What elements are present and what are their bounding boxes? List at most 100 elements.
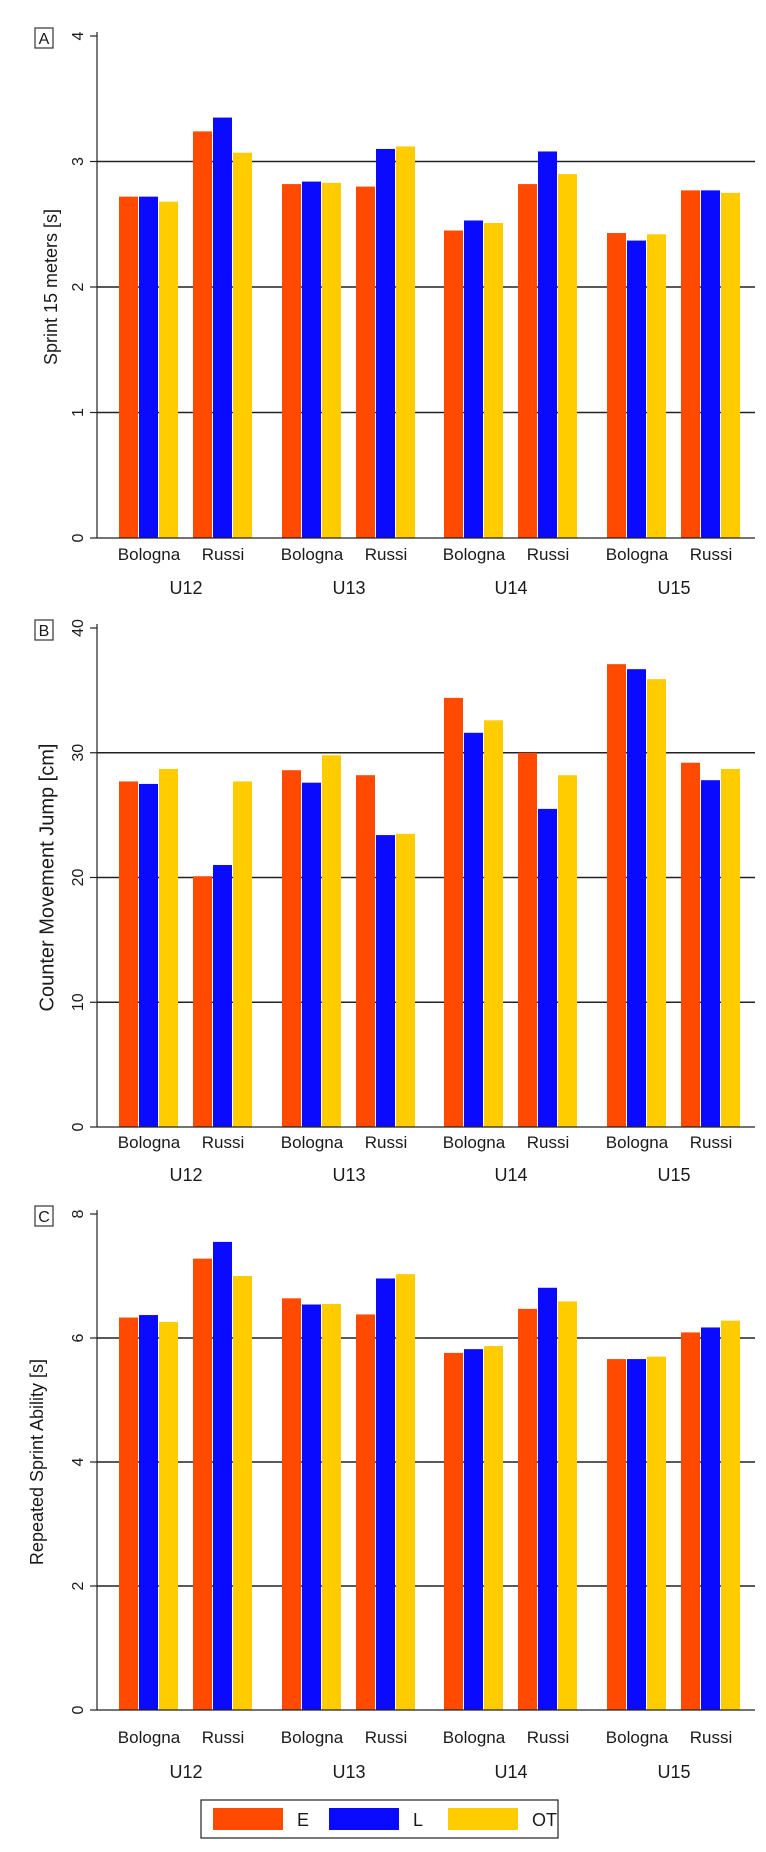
legend-swatch-l — [329, 1808, 399, 1830]
bar-u15-bologna-ot — [647, 1356, 666, 1710]
legend: E L OT — [200, 1799, 559, 1839]
x-group-label: U15 — [657, 1762, 690, 1782]
bar-u12-russi-ot — [233, 152, 252, 538]
bar-u13-bologna-l — [302, 1304, 321, 1710]
bar-u14-bologna-l — [464, 1349, 483, 1710]
x-subcategory-label: Russi — [202, 1728, 245, 1747]
x-subcategory-label: Bologna — [443, 1133, 506, 1152]
bar-u12-russi-l — [213, 865, 232, 1127]
bar-u12-bologna-e — [119, 781, 138, 1127]
bar-u12-russi-l — [213, 1241, 232, 1710]
legend-swatch-ot — [448, 1808, 518, 1830]
bar-u13-russi-e — [356, 186, 375, 538]
bar-u15-bologna-l — [627, 240, 646, 538]
x-subcategory-label: Russi — [365, 1728, 408, 1747]
bar-u15-bologna-e — [607, 664, 626, 1127]
bar-u12-russi-e — [193, 876, 212, 1127]
x-group-label: U13 — [332, 1165, 365, 1185]
bar-u14-russi-e — [518, 1308, 537, 1710]
bar-u12-bologna-l — [139, 783, 158, 1127]
bar-u12-russi-l — [213, 117, 232, 538]
bar-u15-russi-ot — [721, 768, 740, 1127]
y-tick-label: 30 — [70, 744, 87, 762]
y-tick-label: 2 — [70, 282, 87, 291]
panel-label-frame — [34, 27, 54, 49]
bar-u14-bologna-ot — [484, 720, 503, 1127]
bar-u13-bologna-e — [282, 770, 301, 1127]
bar-u13-russi-l — [376, 835, 395, 1127]
bar-u12-bologna-l — [139, 1315, 158, 1710]
bar-u13-russi-ot — [396, 833, 415, 1127]
x-group-label: U15 — [657, 1165, 690, 1185]
bar-u15-bologna-ot — [647, 679, 666, 1127]
x-group-label: U12 — [169, 1165, 202, 1185]
panel-C: 0 2 4 6 8 Repeated Sprint Ability [s] Bologna R… — [27, 1205, 755, 1782]
legend-swatch-e — [213, 1808, 283, 1830]
axes: 0 1 2 3 4 — [70, 31, 755, 542]
y-tick-label: 6 — [70, 1333, 87, 1342]
x-subcategory-label: Bologna — [118, 1133, 181, 1152]
x-subcategory-label: Bologna — [281, 1133, 344, 1152]
bar-u14-bologna-l — [464, 220, 483, 539]
bar-u15-bologna-l — [627, 1359, 646, 1710]
x-subcategory-label: Bologna — [281, 545, 344, 564]
bar-u14-russi-ot — [558, 775, 577, 1127]
bar-u12-russi-e — [193, 1258, 212, 1710]
bar-u13-bologna-l — [302, 181, 321, 538]
x-subcategory-label: Russi — [690, 1133, 733, 1152]
bar-u15-russi-ot — [721, 1320, 740, 1710]
bar-u14-russi-l — [538, 151, 557, 538]
y-tick-label: 4 — [70, 1457, 87, 1466]
bar-u12-russi-ot — [233, 781, 252, 1127]
y-tick-label: 8 — [70, 1209, 87, 1218]
panel-label: A — [34, 27, 54, 49]
x-group-label: U14 — [494, 1762, 527, 1782]
x-subcategory-label: Russi — [365, 545, 408, 564]
x-subcategory-label: Russi — [202, 545, 245, 564]
x-subcategory-label: Bologna — [606, 1728, 669, 1747]
bar-u13-bologna-ot — [322, 755, 341, 1127]
bar-u12-bologna-l — [139, 196, 158, 538]
bar-u15-russi-l — [701, 1327, 720, 1710]
bar-u12-russi-e — [193, 131, 212, 538]
bar-u13-bologna-e — [282, 184, 301, 538]
panel-B: 0 10 20 30 40 Counter Movement Jump [cm] Bolog… — [34, 619, 755, 1185]
y-tick-label: 0 — [70, 533, 87, 542]
bar-u13-bologna-l — [302, 782, 321, 1127]
bar-u14-bologna-ot — [484, 222, 503, 538]
bar-u14-bologna-e — [444, 697, 463, 1127]
x-subcategory-label: Bologna — [118, 545, 181, 564]
bar-u13-russi-e — [356, 1314, 375, 1710]
y-tick-label: 20 — [70, 869, 87, 887]
y-tick-label: 1 — [70, 408, 87, 417]
x-subcategory-label: Russi — [202, 1133, 245, 1152]
axes: 0 10 20 30 40 — [70, 619, 755, 1131]
panel-label-frame — [34, 1205, 54, 1227]
bar-u13-bologna-ot — [322, 1303, 341, 1710]
y-tick-label: 10 — [70, 993, 87, 1011]
legend-label-ot: OT — [532, 1810, 557, 1830]
bar-u12-bologna-ot — [159, 768, 178, 1127]
panel-label: C — [34, 1205, 54, 1227]
bar-u14-bologna-e — [444, 1352, 463, 1710]
legend-label-l: L — [413, 1810, 423, 1830]
legend-label-e: E — [297, 1810, 309, 1830]
bar-u13-russi-e — [356, 775, 375, 1127]
x-group-label: U12 — [169, 578, 202, 598]
x-subcategory-label: Russi — [527, 545, 570, 564]
bar-u13-russi-l — [376, 1278, 395, 1710]
y-tick-label: 0 — [70, 1122, 87, 1131]
x-subcategory-label: Russi — [690, 1728, 733, 1747]
bar-u15-russi-ot — [721, 192, 740, 538]
x-group-label: U14 — [494, 1165, 527, 1185]
bar-u13-russi-l — [376, 148, 395, 538]
bar-u13-russi-ot — [396, 1274, 415, 1710]
x-subcategory-label: Bologna — [281, 1728, 344, 1747]
bar-u14-bologna-ot — [484, 1346, 503, 1710]
bar-u14-russi-l — [538, 1287, 557, 1710]
panel-letter: A — [39, 31, 50, 48]
bar-u15-russi-l — [701, 780, 720, 1127]
